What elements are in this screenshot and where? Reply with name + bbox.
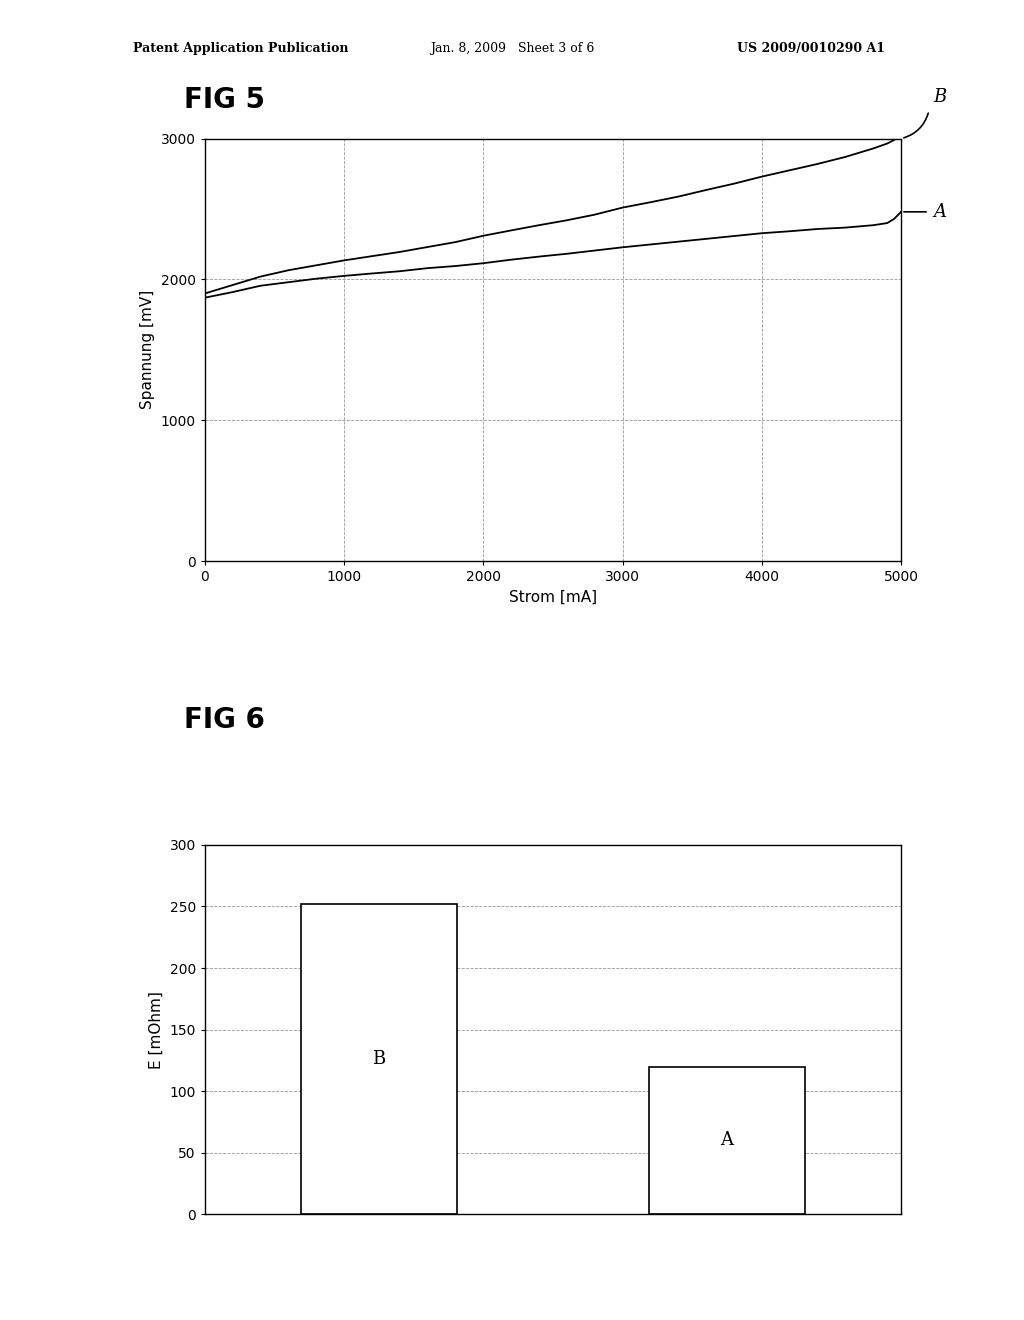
Y-axis label: E [mOhm]: E [mOhm] — [148, 991, 164, 1068]
Text: US 2009/0010290 A1: US 2009/0010290 A1 — [737, 42, 886, 55]
Text: A: A — [721, 1131, 733, 1150]
Bar — [301, 904, 458, 1214]
X-axis label: Strom [mA]: Strom [mA] — [509, 590, 597, 605]
Text: B: B — [373, 1051, 385, 1068]
Text: FIG 6: FIG 6 — [184, 706, 265, 734]
Text: Jan. 8, 2009   Sheet 3 of 6: Jan. 8, 2009 Sheet 3 of 6 — [430, 42, 595, 55]
Text: Patent Application Publication: Patent Application Publication — [133, 42, 348, 55]
Y-axis label: Spannung [mV]: Spannung [mV] — [140, 290, 155, 409]
Text: FIG 5: FIG 5 — [184, 86, 265, 114]
Bar — [649, 1067, 806, 1214]
Text: A: A — [933, 203, 946, 220]
Text: B: B — [933, 88, 946, 106]
